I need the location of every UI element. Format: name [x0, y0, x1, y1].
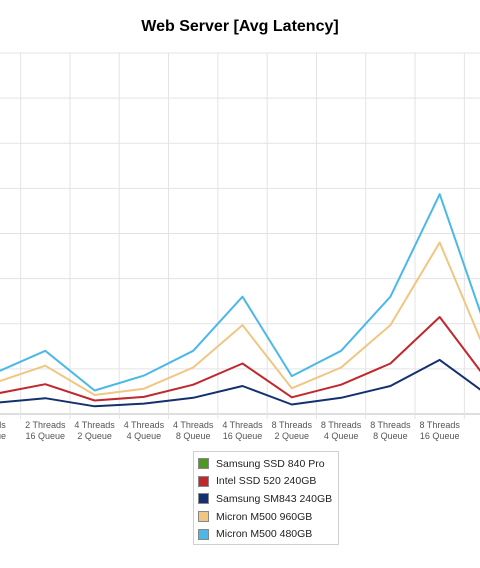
legend-label: Samsung SSD 840 Pro	[216, 457, 325, 470]
series-line-intel-ssd-520-240gb	[0, 316, 480, 402]
x-tick-label: 16 Queue	[26, 431, 66, 441]
x-tick-label: 4 Threads	[173, 420, 214, 430]
series-line-micron-m500-480gb	[0, 193, 480, 392]
legend-swatch	[198, 528, 209, 540]
x-tick-label: 8 Queue	[176, 431, 211, 441]
legend-item: Samsung SSD 840 Pro	[198, 455, 338, 473]
x-tick-label: 4 Queue	[324, 431, 359, 441]
x-tick-label: 4 Threads	[74, 420, 115, 430]
x-tick-label: 2 Queue	[77, 431, 112, 441]
legend-label: Micron M500 480GB	[216, 528, 313, 541]
x-tick-label: 4 Threads	[222, 420, 263, 430]
x-tick-label: ueue	[0, 431, 6, 441]
series-layer	[0, 193, 480, 408]
series-line-samsung-sm843-240gb	[0, 358, 480, 408]
legend-label: Samsung SM843 240GB	[216, 492, 333, 505]
x-tick-label: eads	[0, 420, 6, 430]
legend-item: Micron M500 480GB	[198, 525, 338, 543]
x-tick-label: 4 Threads	[124, 420, 165, 430]
x-tick-label: 8 Threads	[321, 420, 362, 430]
legend-item: Samsung SM843 240GB	[198, 490, 338, 508]
legend: Samsung SSD 840 Pro Intel SSD 520 240GB Sa…	[193, 451, 339, 545]
legend-swatch	[198, 475, 209, 487]
chart-title: Web Server [Avg Latency]	[141, 18, 339, 35]
x-tick-label: 8 Threads	[272, 420, 313, 430]
x-tick-label: 16 Queue	[223, 431, 263, 441]
legend-label: Intel SSD 520 240GB	[216, 475, 317, 488]
legend-swatch	[198, 511, 209, 523]
x-tick-label: 2 Queue	[275, 431, 310, 441]
legend-swatch	[198, 458, 209, 470]
x-tick-label: 16 Queue	[420, 431, 460, 441]
legend-item: Intel SSD 520 240GB	[198, 473, 338, 491]
x-tick-label: 8 Queue	[373, 431, 408, 441]
legend-label: Micron M500 960GB	[216, 510, 313, 523]
legend-swatch	[198, 493, 209, 505]
x-tick-label: 8 Threads	[420, 420, 461, 430]
series-line-micron-m500-960gb	[0, 241, 480, 396]
legend-item: Micron M500 960GB	[198, 508, 338, 526]
x-tick-label: 8 Threads	[370, 420, 411, 430]
x-tick-label: 4 Queue	[127, 431, 162, 441]
x-tick-label: 2 Threads	[25, 420, 66, 430]
